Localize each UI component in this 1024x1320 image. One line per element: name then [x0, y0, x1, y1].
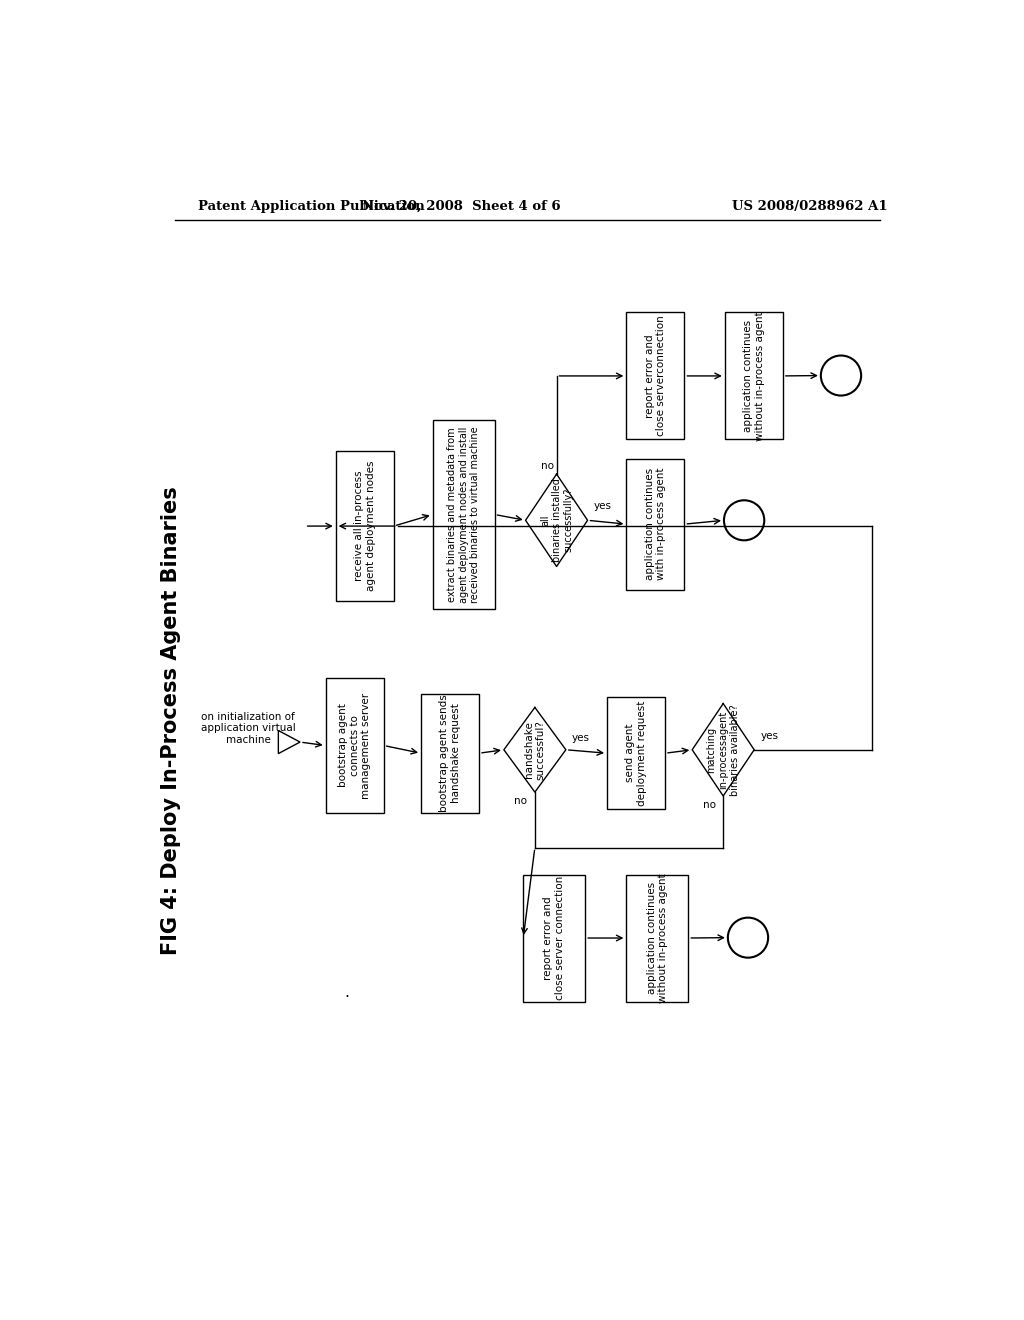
Text: send agent
deployment request: send agent deployment request	[626, 701, 647, 807]
FancyBboxPatch shape	[421, 693, 479, 813]
FancyBboxPatch shape	[627, 874, 688, 1002]
Text: bootstrap agent sends
handshake request: bootstrap agent sends handshake request	[439, 694, 461, 812]
FancyBboxPatch shape	[725, 313, 783, 440]
Text: yes: yes	[761, 731, 778, 741]
Text: yes: yes	[572, 733, 590, 743]
Text: yes: yes	[594, 502, 611, 511]
FancyBboxPatch shape	[432, 420, 495, 609]
Polygon shape	[692, 704, 755, 796]
Text: extract binaries and metadata from
agent deployment nodes and install
received b: extract binaries and metadata from agent…	[446, 426, 480, 603]
Polygon shape	[504, 708, 566, 792]
Text: matching
in-processagent
binaries available?: matching in-processagent binaries availa…	[707, 704, 739, 796]
Text: receive all in-process
agent deployment nodes: receive all in-process agent deployment …	[354, 461, 376, 591]
FancyBboxPatch shape	[627, 459, 684, 590]
Text: no: no	[514, 796, 527, 807]
FancyBboxPatch shape	[336, 451, 394, 601]
Text: application continues
with in-process agent: application continues with in-process ag…	[644, 467, 667, 581]
FancyBboxPatch shape	[607, 697, 665, 809]
Text: no: no	[541, 462, 554, 471]
FancyBboxPatch shape	[326, 678, 384, 813]
Text: FIG 4: Deploy In-Process Agent Binaries: FIG 4: Deploy In-Process Agent Binaries	[161, 486, 180, 954]
Text: US 2008/0288962 A1: US 2008/0288962 A1	[732, 199, 888, 213]
Text: report error and
close serverconnection: report error and close serverconnection	[644, 315, 667, 437]
Text: ·: ·	[344, 990, 349, 1006]
Text: all
binaries installed
successfully?: all binaries installed successfully?	[540, 478, 573, 562]
Text: bootstrap agent
connects to
management server: bootstrap agent connects to management s…	[338, 693, 372, 799]
Text: handshake
successful?: handshake successful?	[524, 719, 546, 780]
Text: on initialization of
application virtual
machine: on initialization of application virtual…	[201, 711, 296, 744]
Polygon shape	[525, 474, 588, 566]
FancyBboxPatch shape	[523, 874, 586, 1002]
Text: no: no	[702, 800, 716, 810]
Text: Nov. 20, 2008  Sheet 4 of 6: Nov. 20, 2008 Sheet 4 of 6	[361, 199, 560, 213]
Text: application continues
without in-process agent: application continues without in-process…	[743, 312, 765, 441]
Text: report error and
close server connection: report error and close server connection	[544, 876, 565, 1001]
Text: Patent Application Publication: Patent Application Publication	[198, 199, 425, 213]
Text: application continues
without in-process agent: application continues without in-process…	[646, 874, 668, 1003]
FancyBboxPatch shape	[627, 313, 684, 440]
